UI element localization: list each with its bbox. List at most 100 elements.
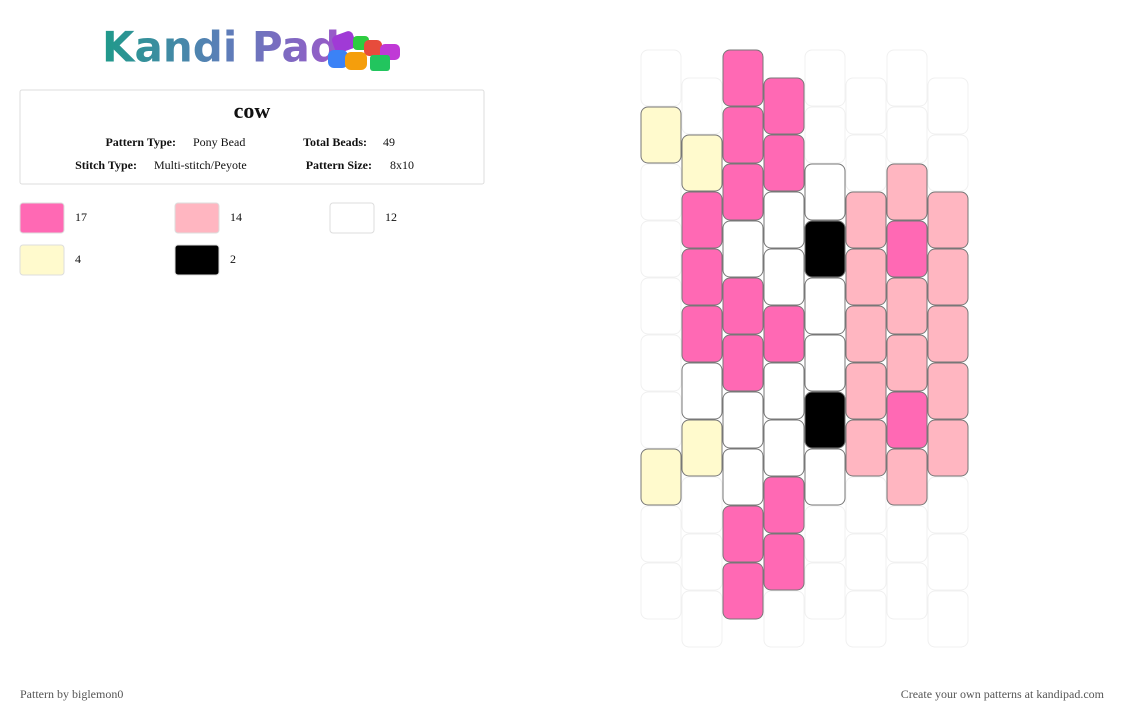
bead (681, 191, 723, 249)
info-label: Pattern Type: (105, 135, 176, 149)
bead (886, 391, 928, 449)
bead (927, 305, 969, 363)
info-label: Stitch Type: (75, 158, 137, 172)
palette-count: 2 (230, 252, 236, 266)
empty-cell (640, 163, 682, 221)
palette-count: 14 (230, 210, 242, 224)
empty-cell (681, 476, 723, 534)
empty-cell (640, 334, 682, 392)
palette-swatch (19, 244, 65, 276)
empty-cell (640, 562, 682, 620)
empty-cell (804, 106, 846, 164)
empty-cell (640, 277, 682, 335)
logo[interactable]: Kandi Pad (102, 23, 340, 72)
info-value: 8x10 (390, 158, 414, 172)
bead (927, 362, 969, 420)
bead (804, 220, 846, 278)
bead (804, 277, 846, 335)
bead (722, 448, 764, 506)
bead (845, 248, 887, 306)
bead (722, 562, 764, 620)
empty-cell (640, 49, 682, 107)
bead (722, 106, 764, 164)
empty-cell (640, 220, 682, 278)
palette-swatch (174, 244, 220, 276)
info-value: 49 (383, 135, 395, 149)
bead (681, 305, 723, 363)
empty-cell (845, 590, 887, 648)
palette-swatch (19, 202, 65, 234)
empty-cell (845, 77, 887, 135)
bead (763, 77, 805, 135)
bead (722, 163, 764, 221)
empty-cell (927, 476, 969, 534)
empty-cell (804, 49, 846, 107)
bead (681, 362, 723, 420)
bead (640, 448, 682, 506)
footer-link[interactable]: Create your own patterns at kandipad.com (901, 687, 1105, 701)
palette-swatch (174, 202, 220, 234)
palette-count: 17 (75, 210, 87, 224)
empty-cell (681, 533, 723, 591)
bead (804, 448, 846, 506)
bead (722, 391, 764, 449)
empty-cell (927, 590, 969, 648)
bead (763, 134, 805, 192)
empty-cell (927, 533, 969, 591)
empty-cell (927, 77, 969, 135)
palette-swatch (329, 202, 375, 234)
info-value: Multi-stitch/Peyote (154, 158, 247, 172)
logo-icon (328, 31, 400, 71)
empty-cell (763, 590, 805, 648)
bead (886, 277, 928, 335)
bead (845, 305, 887, 363)
bead (763, 191, 805, 249)
bead (722, 49, 764, 107)
empty-cell (845, 476, 887, 534)
bead (763, 248, 805, 306)
bead (763, 476, 805, 534)
bead (763, 305, 805, 363)
bead (886, 163, 928, 221)
empty-cell (845, 533, 887, 591)
info-value: Pony Bead (193, 135, 245, 149)
pattern-title: cow (234, 98, 271, 123)
info-box (19, 89, 485, 185)
bead (886, 220, 928, 278)
bead (722, 220, 764, 278)
empty-cell (886, 562, 928, 620)
bead (804, 163, 846, 221)
bead (927, 191, 969, 249)
empty-cell (681, 77, 723, 135)
bead (845, 362, 887, 420)
empty-cell (640, 391, 682, 449)
info-label: Total Beads: (303, 135, 367, 149)
bead (763, 533, 805, 591)
bead (927, 248, 969, 306)
empty-cell (681, 590, 723, 648)
bead (804, 391, 846, 449)
empty-cell (886, 49, 928, 107)
bead (722, 505, 764, 563)
bead (845, 419, 887, 477)
bead (722, 277, 764, 335)
empty-cell (886, 106, 928, 164)
empty-cell (927, 134, 969, 192)
bead (722, 334, 764, 392)
bead (763, 419, 805, 477)
empty-cell (804, 562, 846, 620)
bead (845, 191, 887, 249)
palette-count: 12 (385, 210, 397, 224)
bead (681, 134, 723, 192)
empty-cell (845, 134, 887, 192)
empty-cell (640, 505, 682, 563)
palette-count: 4 (75, 252, 81, 266)
bead (886, 334, 928, 392)
info-label: Pattern Size: (306, 158, 372, 172)
bead (927, 419, 969, 477)
empty-cell (886, 505, 928, 563)
bead (763, 362, 805, 420)
bead (681, 419, 723, 477)
bead (681, 248, 723, 306)
